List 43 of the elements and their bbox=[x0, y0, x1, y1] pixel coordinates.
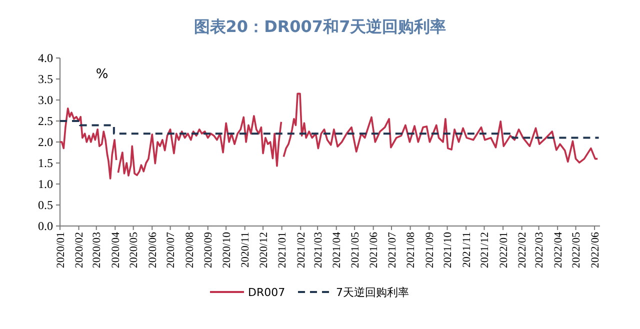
x-tick-label: 2020/02 bbox=[74, 232, 86, 268]
y-tick-label: 3.5 bbox=[38, 72, 53, 86]
chart-title: 图表20：DR007和7天逆回购利率 bbox=[194, 17, 446, 36]
y-tick-label: 0.0 bbox=[38, 219, 53, 234]
x-tick-label: 2021/02 bbox=[295, 232, 308, 268]
x-tick-label: 2020/11 bbox=[240, 232, 252, 268]
x-tick-label: 2020/07 bbox=[165, 232, 178, 268]
x-tick-label: 2022/06 bbox=[589, 232, 602, 268]
x-tick-label: 2020/04 bbox=[110, 232, 122, 268]
legend-label: DR007 bbox=[248, 286, 286, 299]
x-tick-label: 2021/03 bbox=[312, 232, 324, 268]
x-tick-label: 2022/05 bbox=[570, 232, 583, 268]
x-tick-label: 2021/11 bbox=[460, 232, 473, 268]
x-tick-label: 2022/03 bbox=[534, 232, 546, 268]
x-tick-label: 2021/04 bbox=[331, 232, 344, 268]
x-tick-label: 2020/08 bbox=[184, 232, 196, 268]
x-tick-label: 2020/12 bbox=[258, 232, 270, 268]
y-tick-label: 2.5 bbox=[38, 114, 53, 128]
x-tick-label: 2022/02 bbox=[516, 232, 529, 268]
x-tick-label: 2022/04 bbox=[552, 232, 564, 268]
x-tick-label: 2020/09 bbox=[202, 232, 215, 268]
x-tick-label: 2021/05 bbox=[349, 232, 362, 268]
x-tick-label: 2020/01 bbox=[54, 232, 67, 268]
x-tick-label: 2021/08 bbox=[405, 232, 418, 268]
x-tick-label: 2021/06 bbox=[368, 232, 380, 268]
y-tick-label: 1.0 bbox=[38, 177, 53, 192]
y-axis-title: % bbox=[96, 67, 108, 82]
x-tick-label: 2020/06 bbox=[146, 232, 159, 268]
y-tick-label: 1.5 bbox=[38, 156, 53, 170]
x-tick-label: 2020/05 bbox=[128, 232, 140, 268]
legend-label: 7天逆回购利率 bbox=[336, 286, 409, 299]
x-tick-label: 2020/10 bbox=[220, 232, 233, 268]
x-tick-label: 2021/10 bbox=[442, 232, 454, 268]
x-tick-label: 2021/12 bbox=[479, 232, 492, 268]
y-tick-label: 4.0 bbox=[38, 51, 53, 66]
y-tick-label: 2.0 bbox=[38, 135, 53, 150]
x-tick-label: 2021/09 bbox=[424, 232, 436, 268]
x-tick-label: 2022/01 bbox=[498, 232, 510, 268]
x-tick-label: 2021/01 bbox=[276, 232, 289, 268]
x-tick-label: 2020/03 bbox=[91, 232, 104, 268]
x-tick-label: 2021/07 bbox=[386, 232, 398, 268]
y-tick-label: 3.0 bbox=[38, 93, 53, 108]
y-tick-label: 0.5 bbox=[38, 198, 53, 212]
